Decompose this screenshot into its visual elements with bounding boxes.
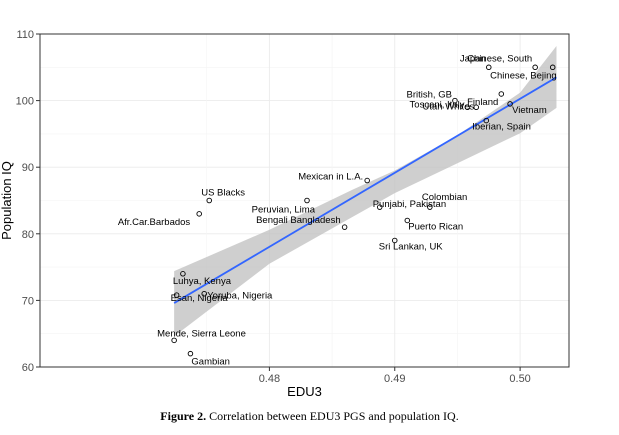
point-label: Puerto Rican xyxy=(408,221,463,232)
regression-line xyxy=(173,76,557,304)
data-point xyxy=(392,237,398,244)
point-label: Sri Lankan, UK xyxy=(379,241,444,252)
y-tick-label: 110 xyxy=(16,29,34,41)
point-label: Peruvian, Lima xyxy=(252,205,316,216)
point-label: Iberian, Spain xyxy=(472,122,531,133)
y-tick-label: 80 xyxy=(22,229,34,241)
point-label: Utah Whites xyxy=(422,101,474,112)
x-axis-ticks: 0.48 0.49 0.50 xyxy=(259,367,531,385)
point-label: Finland xyxy=(467,97,498,108)
data-point xyxy=(187,350,194,357)
data-point xyxy=(483,117,490,124)
x-tick-label: 0.48 xyxy=(259,373,280,385)
point-label: Luhya, Kenya xyxy=(173,276,232,287)
data-point xyxy=(473,104,479,111)
y-tick-label: 100 xyxy=(16,96,34,108)
point-label: Japan xyxy=(460,53,486,64)
y-tick-label: 60 xyxy=(22,362,34,374)
point-label: Chinese, South xyxy=(467,53,532,64)
data-point xyxy=(507,101,513,107)
point-label: Mexican in L.A. xyxy=(298,172,363,183)
data-point xyxy=(452,97,458,104)
y-tick-label: 90 xyxy=(22,162,34,174)
data-point xyxy=(201,290,207,297)
x-axis-title: EDU3 xyxy=(287,384,322,399)
data-point xyxy=(196,211,202,217)
data-point xyxy=(173,292,180,298)
data-point xyxy=(171,337,177,344)
point-label: Colombian xyxy=(422,192,467,203)
point-label: Esan, Nigeria xyxy=(171,293,229,304)
data-point xyxy=(341,224,348,230)
point-label: Gambian xyxy=(191,357,230,368)
data-point xyxy=(532,64,538,71)
y-axis-title: Population IQ xyxy=(0,161,14,240)
data-point xyxy=(486,64,492,71)
data-point xyxy=(427,204,433,210)
data-point xyxy=(304,197,310,204)
point-label: Mende, Sierra Leone xyxy=(157,328,246,339)
data-point xyxy=(364,177,370,184)
figure-caption-text: Correlation between EDU3 PGS and populat… xyxy=(209,409,459,423)
point-label: Vietnam xyxy=(512,105,547,116)
figure-label: Figure 2. xyxy=(160,409,207,423)
data-point xyxy=(206,197,212,204)
data-point xyxy=(498,91,505,97)
data-point xyxy=(376,204,383,210)
data-point xyxy=(180,271,186,277)
x-tick-label: 0.50 xyxy=(509,373,530,385)
point-label: Punjabi, Pakistan xyxy=(373,199,446,210)
point-label: Toscani, Italy xyxy=(410,99,465,110)
point-label: Chinese, Bejing xyxy=(490,70,557,81)
point-label: British, GB xyxy=(407,90,452,101)
point-label: Yoruba, Nigeria xyxy=(207,291,273,302)
x-tick-label: 0.49 xyxy=(384,373,405,385)
data-points xyxy=(171,64,556,357)
figure-caption: Figure 2. Correlation between EDU3 PGS a… xyxy=(0,409,619,424)
y-tick-label: 70 xyxy=(22,295,34,307)
y-axis-ticks: 60 70 80 90 100 110 xyxy=(16,29,40,374)
data-point xyxy=(404,217,411,224)
regression-line-path xyxy=(173,76,557,304)
data-point xyxy=(549,64,556,71)
data-point xyxy=(464,104,471,111)
point-label: Afr.Car.Barbados xyxy=(118,217,191,228)
point-label: Bengali Bangladesh xyxy=(256,215,341,226)
point-label: US Blacks xyxy=(201,188,245,199)
plot-border xyxy=(39,33,570,368)
